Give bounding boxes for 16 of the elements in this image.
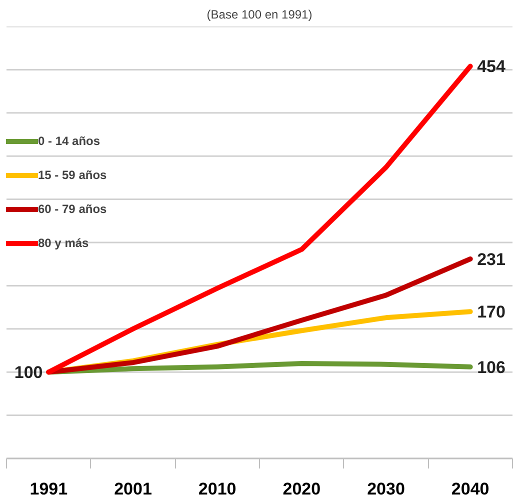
x-tick-label: 1991 xyxy=(30,480,68,497)
x-tick-label: 2001 xyxy=(114,480,152,497)
data-label: 106 xyxy=(477,358,506,377)
legend-label: 80 y más xyxy=(38,236,89,250)
data-label: 170 xyxy=(477,302,506,322)
data-label: 100 xyxy=(14,363,43,382)
x-tick-label: 2040 xyxy=(451,480,490,497)
chart-title: (Base 100 en 1991) xyxy=(206,8,312,22)
x-tick-label: 2010 xyxy=(198,480,236,497)
legend-label: 0 - 14 años xyxy=(38,134,100,148)
data-label: 454 xyxy=(477,57,506,76)
x-tick-label: 2020 xyxy=(282,480,321,497)
legend-label: 15 - 59 años xyxy=(38,168,107,182)
x-tick-label: 2030 xyxy=(367,480,405,497)
legend-label: 60 - 79 años xyxy=(38,202,107,216)
data-label: 231 xyxy=(477,250,506,269)
